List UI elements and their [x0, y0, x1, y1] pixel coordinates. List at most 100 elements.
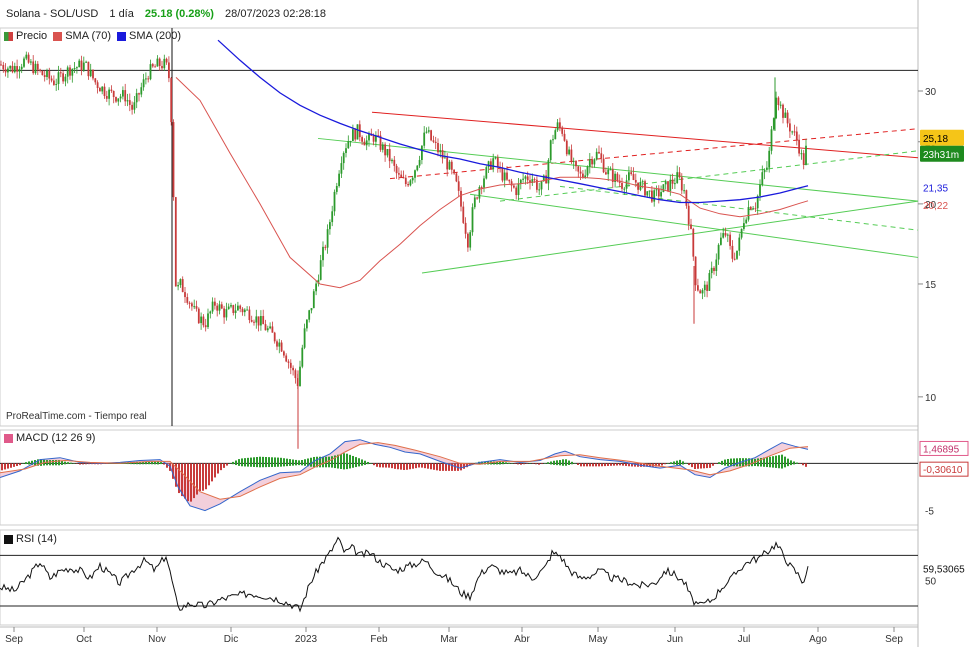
- macd-histogram-bar: [628, 463, 630, 467]
- macd-histogram-bar: [304, 459, 306, 466]
- macd-histogram-bar: [145, 461, 147, 465]
- macd-histogram-bar: [217, 463, 219, 474]
- candle-body: [595, 151, 598, 160]
- macd-histogram-bar: [595, 463, 597, 467]
- candle-body: [177, 285, 179, 287]
- candle-body: [660, 192, 662, 197]
- candle-body: [685, 190, 688, 206]
- candle-body: [432, 140, 435, 142]
- macd-histogram-bar: [805, 463, 807, 467]
- macd-histogram-bar: [469, 463, 471, 466]
- candle-body: [694, 256, 697, 286]
- sma70-line: [175, 77, 809, 289]
- macd-histogram-bar: [448, 463, 450, 471]
- candle-body: [338, 173, 340, 186]
- macd-histogram-bar: [202, 463, 204, 491]
- macd-histogram-bar: [511, 463, 513, 464]
- macd-histogram-bar: [760, 457, 762, 467]
- legend-sma200[interactable]: SMA (200): [117, 30, 181, 42]
- macd-histogram-bar: [493, 461, 495, 465]
- candle-body: [9, 65, 12, 69]
- candle-body: [805, 145, 807, 165]
- macd-histogram-bar: [385, 463, 387, 468]
- candle-body: [439, 150, 442, 153]
- candle-body: [18, 69, 21, 72]
- candle-body: [335, 185, 338, 192]
- candle-body: [253, 321, 255, 323]
- time-tick-label: Mar: [440, 634, 458, 645]
- legend-price[interactable]: Precio: [4, 30, 47, 42]
- macd-histogram-bar: [358, 458, 360, 467]
- candle-body: [324, 246, 327, 248]
- candle-body: [632, 174, 635, 180]
- interval[interactable]: 1 día: [109, 8, 134, 20]
- candle-body: [717, 244, 720, 260]
- candle-body: [122, 90, 124, 97]
- macd-histogram-bar: [622, 463, 624, 466]
- candle-body: [361, 137, 363, 142]
- macd-histogram-bar: [517, 463, 519, 465]
- candle-body: [154, 66, 156, 68]
- macd-label[interactable]: MACD (12 26 9): [4, 432, 95, 444]
- candle-body: [651, 190, 653, 202]
- candle-body: [331, 211, 334, 223]
- macd-histogram-bar: [688, 463, 690, 466]
- macd-histogram-bar: [292, 459, 294, 466]
- macd-histogram-bar: [25, 462, 27, 465]
- time-tick-label: Abr: [514, 634, 530, 645]
- candle-body: [287, 361, 290, 363]
- macd-histogram-bar: [232, 461, 234, 465]
- candle-body: [542, 175, 545, 182]
- price-tag-text: 25,18: [923, 134, 948, 145]
- rsi-swatch: [4, 534, 13, 544]
- candle-body: [418, 159, 421, 166]
- candle-body: [570, 149, 573, 163]
- candle-body: [519, 179, 522, 184]
- candle-body: [99, 87, 101, 92]
- candle-body: [266, 328, 269, 331]
- candle-body: [211, 301, 214, 312]
- macd-histogram-bar: [58, 460, 60, 466]
- macd-line: [0, 439, 809, 512]
- macd-histogram-bar: [79, 463, 81, 465]
- macd-histogram-bar: [589, 463, 591, 467]
- macd-histogram-bar: [214, 463, 216, 478]
- rsi-label-text: RSI (14): [16, 533, 57, 545]
- candle-body: [618, 180, 621, 183]
- macd-histogram-bar: [343, 453, 345, 470]
- macd-histogram-bar: [310, 457, 312, 467]
- candle-body: [554, 130, 557, 140]
- candle-body: [506, 172, 508, 180]
- candle-body: [103, 86, 106, 97]
- legend-sma70[interactable]: SMA (70): [53, 30, 111, 42]
- candle-body: [36, 63, 39, 70]
- candle-body: [575, 160, 577, 167]
- candle-body: [752, 208, 754, 210]
- candle-body: [588, 159, 591, 167]
- macd-histogram-bar: [256, 457, 258, 468]
- time-tick-label: Jun: [667, 634, 683, 645]
- change-pct: (0.28%): [175, 8, 214, 20]
- time-tick-label: Sep: [885, 634, 903, 645]
- candle-body: [108, 89, 110, 99]
- macd-histogram-bar: [535, 463, 537, 465]
- rsi-label[interactable]: RSI (14): [4, 533, 57, 545]
- candle-body: [409, 180, 412, 186]
- rsi-panel-frame: [0, 529, 919, 626]
- macd-histogram-bar: [10, 463, 12, 468]
- candle-body: [354, 129, 357, 140]
- macd-histogram-bar: [646, 463, 648, 467]
- candle-body: [669, 179, 672, 191]
- candle-body: [326, 229, 329, 248]
- macd-histogram-bar: [424, 463, 426, 469]
- candle-body: [720, 237, 722, 245]
- candle-body: [375, 135, 377, 142]
- candle-body: [163, 58, 166, 69]
- macd-histogram-bar: [601, 463, 603, 467]
- macd-histogram-bar: [199, 463, 201, 492]
- macd-histogram-bar: [259, 456, 261, 468]
- candle-body: [41, 70, 44, 76]
- candle-body: [142, 79, 145, 88]
- candle-body: [317, 279, 320, 284]
- candle-body: [664, 181, 667, 185]
